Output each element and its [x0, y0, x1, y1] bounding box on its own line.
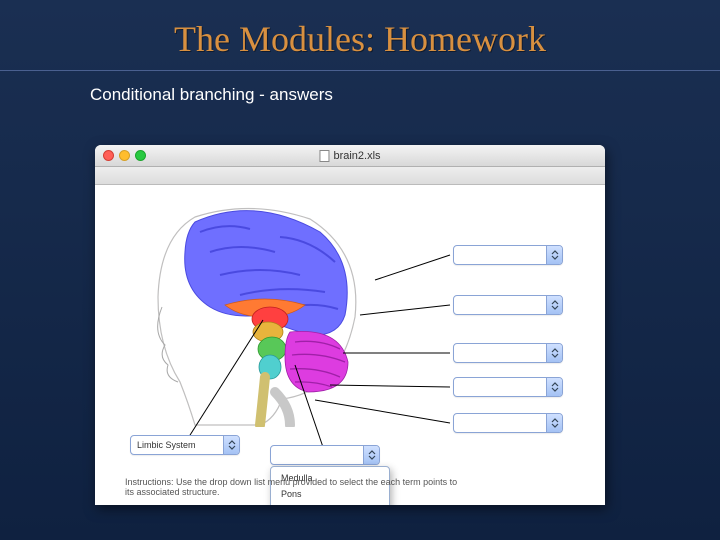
chevron-updown-icon [546, 414, 562, 432]
document-title: brain2.xls [319, 150, 380, 162]
traffic-lights [103, 150, 146, 161]
zoom-icon[interactable] [135, 150, 146, 161]
chevron-updown-icon [546, 378, 562, 396]
dropdown-left-label: Limbic System [137, 440, 196, 450]
dropdown-bottom[interactable] [270, 445, 380, 465]
document-icon [319, 150, 329, 162]
window-toolbar [95, 167, 605, 185]
chevron-updown-icon [546, 246, 562, 264]
slide-title: The Modules: Homework [0, 0, 720, 70]
chevron-updown-icon [546, 344, 562, 362]
dropdown-r4[interactable] [453, 377, 563, 397]
worksheet-canvas: Limbic System Medulla Pons Cerebellum Co… [95, 185, 605, 505]
menu-item[interactable]: Cerebellum [271, 502, 389, 505]
chevron-updown-icon [223, 436, 239, 454]
brain-diagram [140, 197, 375, 427]
dropdown-r3[interactable] [453, 343, 563, 363]
title-divider [0, 70, 720, 71]
slide-subtitle: Conditional branching - answers [90, 85, 720, 105]
filename-label: brain2.xls [333, 150, 380, 162]
dropdown-left[interactable]: Limbic System [130, 435, 240, 455]
instructions-text: Instructions: Use the drop down list men… [125, 477, 575, 497]
close-icon[interactable] [103, 150, 114, 161]
dropdown-r1[interactable] [453, 245, 563, 265]
chevron-updown-icon [363, 446, 379, 464]
spreadsheet-window: brain2.xls [95, 145, 605, 505]
chevron-updown-icon [546, 296, 562, 314]
minimize-icon[interactable] [119, 150, 130, 161]
window-titlebar: brain2.xls [95, 145, 605, 167]
dropdown-r5[interactable] [453, 413, 563, 433]
dropdown-r2[interactable] [453, 295, 563, 315]
